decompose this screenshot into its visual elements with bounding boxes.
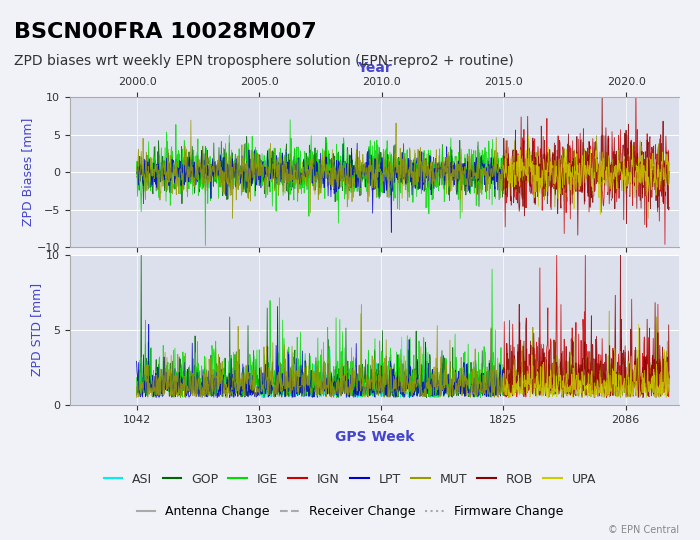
Y-axis label: ZPD Biases [mm]: ZPD Biases [mm]	[21, 118, 34, 226]
Y-axis label: ZPD STD [mm]: ZPD STD [mm]	[31, 284, 43, 376]
X-axis label: GPS Week: GPS Week	[335, 430, 414, 444]
Legend: Antenna Change, Receiver Change, Firmware Change: Antenna Change, Receiver Change, Firmwar…	[132, 500, 568, 523]
Text: © EPN Central: © EPN Central	[608, 524, 679, 535]
Text: ZPD biases wrt weekly EPN troposphere solution (EPN-repro2 + routine): ZPD biases wrt weekly EPN troposphere so…	[14, 54, 514, 68]
Text: BSCN00FRA 10028M007: BSCN00FRA 10028M007	[14, 22, 316, 42]
X-axis label: Year: Year	[357, 61, 392, 75]
Legend: ASI, GOP, IGE, IGN, LPT, MUT, ROB, UPA: ASI, GOP, IGE, IGN, LPT, MUT, ROB, UPA	[99, 468, 601, 490]
